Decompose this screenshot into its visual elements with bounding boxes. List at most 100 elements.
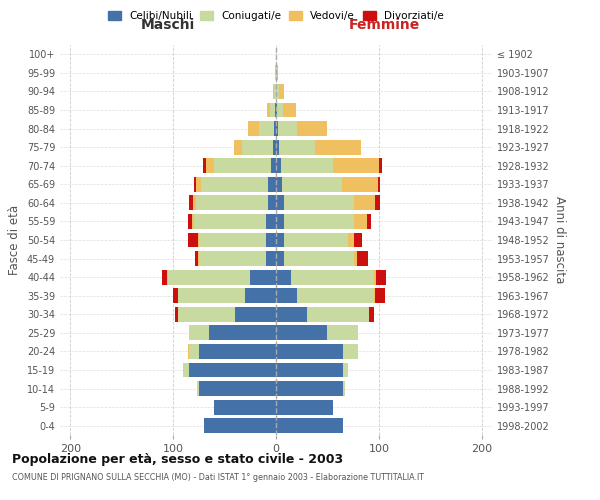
Bar xyxy=(296,121,328,136)
Bar xyxy=(199,344,276,359)
Bar xyxy=(214,158,271,173)
Bar xyxy=(268,177,276,192)
Bar xyxy=(276,102,277,118)
Bar xyxy=(201,177,268,192)
Text: Maschi: Maschi xyxy=(141,18,195,32)
Bar xyxy=(277,66,278,80)
Text: Femmine: Femmine xyxy=(349,18,419,32)
Bar xyxy=(378,177,380,192)
Bar xyxy=(357,251,368,266)
Bar xyxy=(379,158,382,173)
Bar xyxy=(375,196,380,210)
Bar xyxy=(276,288,296,303)
Bar xyxy=(276,400,332,414)
Bar xyxy=(235,307,276,322)
Bar xyxy=(250,270,276,284)
Bar xyxy=(354,251,357,266)
Bar xyxy=(198,232,199,248)
Bar xyxy=(279,140,315,154)
Bar xyxy=(276,251,284,266)
Bar xyxy=(188,326,209,340)
Bar xyxy=(276,84,279,99)
Bar xyxy=(267,102,270,118)
Bar xyxy=(276,140,279,154)
Bar xyxy=(168,270,250,284)
Bar xyxy=(307,307,368,322)
Bar xyxy=(277,102,283,118)
Y-axis label: Fasce di età: Fasce di età xyxy=(8,205,21,275)
Bar xyxy=(259,121,274,136)
Bar xyxy=(209,326,276,340)
Bar xyxy=(296,288,374,303)
Bar xyxy=(343,344,358,359)
Bar xyxy=(315,140,361,154)
Bar xyxy=(374,288,375,303)
Bar xyxy=(214,400,276,414)
Bar xyxy=(376,270,386,284)
Bar xyxy=(234,140,242,154)
Bar xyxy=(274,121,276,136)
Bar xyxy=(354,232,362,248)
Bar xyxy=(276,158,281,173)
Bar xyxy=(175,307,178,322)
Bar xyxy=(206,158,214,173)
Bar xyxy=(276,177,282,192)
Bar xyxy=(204,418,276,433)
Bar xyxy=(276,418,343,433)
Bar xyxy=(273,140,276,154)
Bar xyxy=(266,214,276,229)
Bar xyxy=(270,102,275,118)
Bar xyxy=(342,177,378,192)
Bar xyxy=(276,307,307,322)
Bar xyxy=(281,158,332,173)
Bar xyxy=(276,362,343,378)
Bar xyxy=(284,196,354,210)
Bar xyxy=(276,232,284,248)
Bar xyxy=(275,66,276,80)
Bar xyxy=(276,326,328,340)
Bar xyxy=(343,381,345,396)
Bar xyxy=(248,121,259,136)
Y-axis label: Anni di nascita: Anni di nascita xyxy=(553,196,566,284)
Bar xyxy=(245,288,276,303)
Bar xyxy=(196,196,268,210)
Bar xyxy=(354,214,367,229)
Bar xyxy=(242,140,273,154)
Bar xyxy=(191,214,194,229)
Bar xyxy=(276,270,292,284)
Bar xyxy=(276,121,278,136)
Bar xyxy=(367,214,371,229)
Bar xyxy=(343,362,348,378)
Bar xyxy=(284,251,354,266)
Bar xyxy=(184,362,188,378)
Bar xyxy=(332,158,379,173)
Bar xyxy=(173,288,178,303)
Bar xyxy=(273,84,274,99)
Bar xyxy=(271,158,276,173)
Bar xyxy=(162,270,167,284)
Bar xyxy=(283,102,296,118)
Bar xyxy=(195,251,198,266)
Bar xyxy=(282,177,342,192)
Legend: Celibi/Nubili, Coniugati/e, Vedovi/e, Divorziati/e: Celibi/Nubili, Coniugati/e, Vedovi/e, Di… xyxy=(105,8,447,24)
Bar xyxy=(368,307,374,322)
Bar xyxy=(178,288,245,303)
Bar xyxy=(328,326,358,340)
Bar xyxy=(188,232,198,248)
Bar xyxy=(199,232,266,248)
Bar xyxy=(188,344,199,359)
Bar xyxy=(188,362,276,378)
Bar xyxy=(194,177,196,192)
Bar xyxy=(199,251,266,266)
Bar xyxy=(167,270,168,284)
Bar xyxy=(275,102,276,118)
Bar xyxy=(266,232,276,248)
Bar xyxy=(199,381,276,396)
Bar xyxy=(268,196,276,210)
Bar xyxy=(292,270,374,284)
Bar xyxy=(375,288,385,303)
Bar xyxy=(348,232,354,248)
Bar xyxy=(276,66,277,80)
Bar xyxy=(194,214,266,229)
Bar xyxy=(278,121,296,136)
